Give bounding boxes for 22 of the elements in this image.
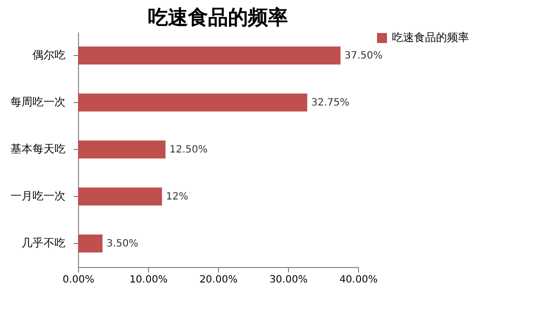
- data-label: 12.50%: [170, 144, 208, 156]
- x-tick-label: 10.00%: [129, 274, 168, 286]
- bar: [78, 234, 102, 252]
- y-tick-label: 基本每天吃: [10, 142, 66, 156]
- bar: [78, 46, 340, 64]
- bar: [78, 94, 308, 112]
- x-tick-label: 20.00%: [199, 274, 238, 286]
- data-label: 32.75%: [311, 98, 350, 108]
- y-tick-label: 几乎不吃: [22, 236, 66, 250]
- y-tick-label: 每周吃一次: [10, 96, 66, 108]
- x-tick-label: 40.00%: [339, 274, 378, 286]
- x-tick-label: 30.00%: [269, 274, 308, 286]
- y-tick-label: 一月吃一次: [10, 190, 66, 202]
- legend-label: 吃速食品的频率: [392, 31, 469, 44]
- data-label: 37.50%: [344, 50, 383, 62]
- data-label: 12%: [166, 192, 188, 202]
- chart-title: 吃速食品的频率: [148, 5, 288, 29]
- bar: [78, 188, 162, 206]
- x-tick-label: 0.00%: [62, 274, 94, 286]
- bar: [78, 140, 166, 158]
- data-label: 3.50%: [106, 238, 138, 250]
- y-tick-label: 偶尔吃: [32, 48, 66, 62]
